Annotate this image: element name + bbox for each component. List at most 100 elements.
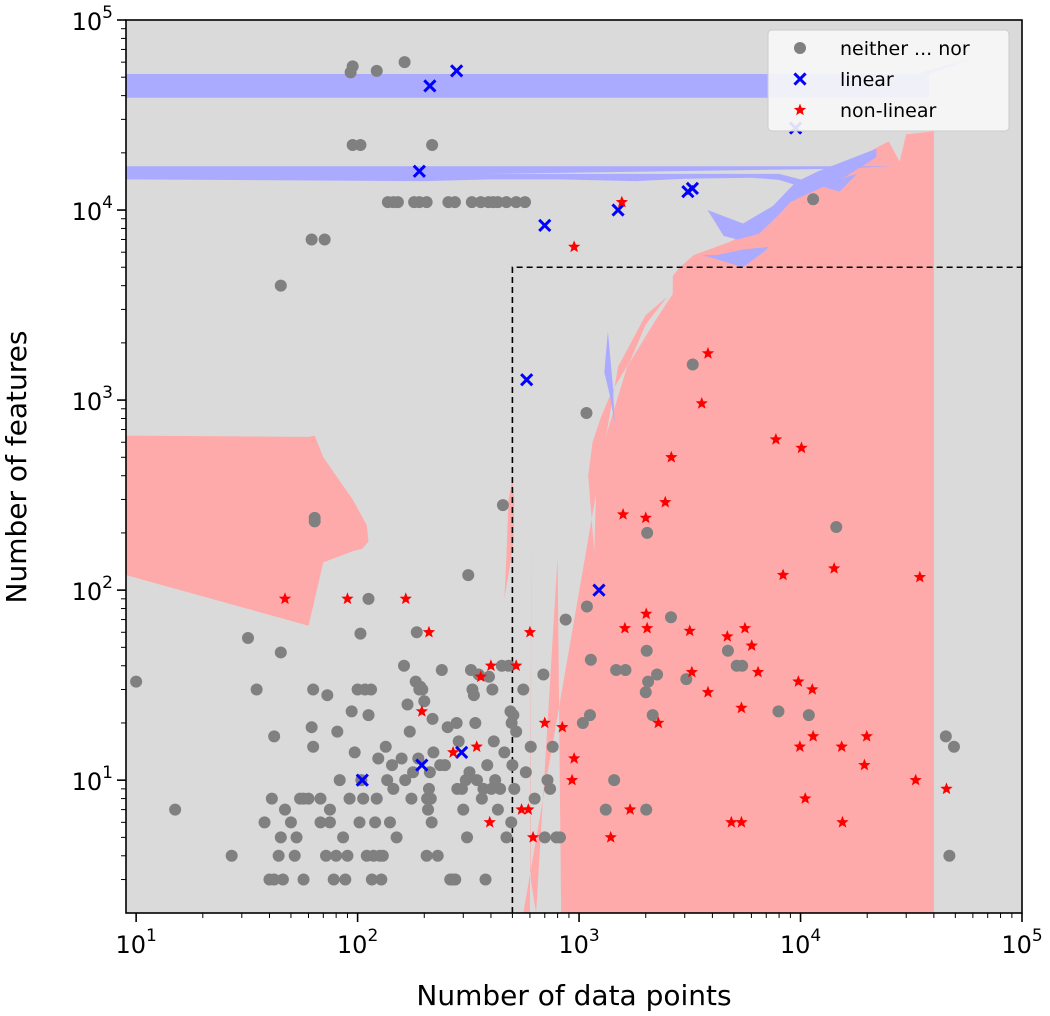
linear-region <box>126 173 858 192</box>
legend-label: non-linear <box>840 100 936 122</box>
data-point <box>830 520 843 533</box>
data-point <box>169 803 182 816</box>
data-point <box>795 441 808 454</box>
data-point <box>616 508 630 520</box>
y-tick-label: 102 <box>72 573 113 606</box>
data-point <box>441 721 454 734</box>
data-point <box>462 569 475 582</box>
data-point <box>461 831 474 844</box>
data-point <box>641 526 654 539</box>
data-point <box>738 621 752 634</box>
data-point <box>386 759 399 772</box>
data-point <box>323 816 336 829</box>
data-point <box>498 746 511 759</box>
data-point <box>427 746 440 759</box>
data-point <box>333 774 346 787</box>
data-point <box>470 774 483 787</box>
data-point <box>327 873 340 886</box>
data-point <box>387 782 400 795</box>
data-point <box>615 195 628 208</box>
data-point <box>806 683 819 695</box>
data-point <box>383 816 396 829</box>
data-point <box>403 725 416 738</box>
data-point <box>314 792 327 805</box>
data-point <box>721 644 734 657</box>
data-point <box>517 683 530 696</box>
data-point <box>297 873 310 886</box>
data-point <box>642 675 655 688</box>
data-point <box>507 709 520 722</box>
data-point <box>486 683 499 696</box>
data-point <box>426 138 439 151</box>
data-point <box>943 849 956 862</box>
data-point <box>302 792 315 805</box>
data-point <box>482 670 495 683</box>
data-point <box>664 611 677 624</box>
data-point <box>725 815 738 828</box>
data-point <box>484 659 498 671</box>
data-point <box>807 193 820 206</box>
data-point <box>604 830 617 843</box>
data-point <box>544 782 557 795</box>
data-point <box>580 600 593 613</box>
data-point <box>538 218 552 233</box>
x-tick-label: 104 <box>780 926 821 959</box>
data-point <box>652 716 665 729</box>
data-point <box>405 792 418 805</box>
data-point <box>506 759 519 772</box>
data-point <box>308 515 321 528</box>
data-point <box>913 570 926 583</box>
linear-region <box>707 148 877 240</box>
data-point <box>365 873 378 886</box>
data-point <box>323 803 336 816</box>
data-point <box>524 740 537 753</box>
data-point <box>559 613 572 626</box>
data-point <box>431 849 444 862</box>
y-tick-label: 101 <box>72 763 113 796</box>
data-point <box>463 766 476 779</box>
legend-box <box>767 29 1010 132</box>
data-point <box>435 663 448 676</box>
data-point <box>576 716 589 729</box>
data-point <box>640 607 653 620</box>
data-point <box>418 695 431 708</box>
data-point <box>685 665 698 678</box>
data-point <box>372 752 385 765</box>
data-point <box>619 663 632 676</box>
data-point <box>510 659 523 671</box>
data-point <box>721 630 734 642</box>
x-axis: 101 102 103 104 105 <box>115 913 1043 959</box>
data-point <box>491 196 504 209</box>
data-point <box>836 815 849 828</box>
data-point <box>565 773 579 786</box>
data-point <box>640 803 653 816</box>
legend-item: neither ... nor <box>794 38 970 60</box>
legend-marker <box>794 42 806 54</box>
data-point <box>379 740 392 753</box>
data-point <box>608 774 621 787</box>
data-point <box>337 831 350 844</box>
data-point <box>947 740 960 753</box>
data-point <box>639 511 652 524</box>
data-point <box>538 831 551 844</box>
data-point <box>695 397 708 409</box>
data-point <box>274 646 287 659</box>
data-point <box>398 56 411 69</box>
data-point <box>278 803 291 816</box>
data-point <box>354 138 367 151</box>
data-point <box>346 60 359 73</box>
data-point <box>736 659 749 672</box>
y-tick-label: 103 <box>72 383 113 416</box>
data-point <box>735 701 748 714</box>
data-point <box>339 873 352 886</box>
data-point <box>519 196 532 209</box>
data-point <box>623 803 637 815</box>
data-point <box>592 583 606 597</box>
data-point <box>772 705 785 718</box>
data-point <box>399 592 412 605</box>
data-point <box>537 668 550 681</box>
data-point <box>449 873 462 886</box>
data-point <box>398 659 411 672</box>
data-point <box>376 849 389 862</box>
